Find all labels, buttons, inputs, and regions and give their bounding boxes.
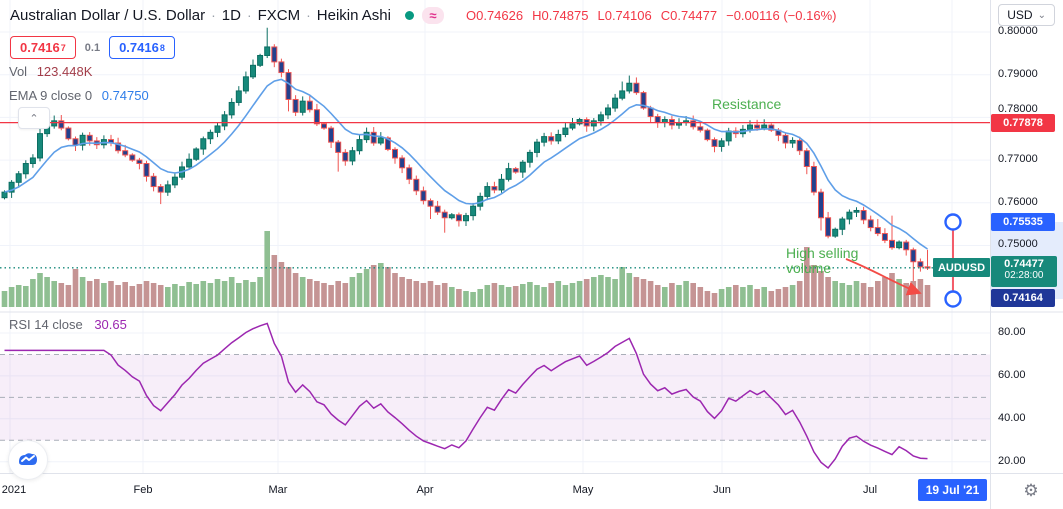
rsi-value: 30.65 <box>94 317 127 332</box>
ask-price: 0.7416 <box>119 40 159 55</box>
rsi-line <box>4 322 928 470</box>
annotation-line2: volume <box>786 260 832 276</box>
separator-dot: · <box>211 7 216 23</box>
separator-dot: · <box>246 7 252 23</box>
volume-legend[interactable]: Vol 123.448K <box>9 64 92 79</box>
resistance-price-label: 0.77878 <box>991 114 1055 132</box>
quote-row: 0.7416 7 0.1 0.7416 8 <box>10 36 175 59</box>
exchange-label[interactable]: FXCM <box>257 6 301 24</box>
time-tick-label: Mar <box>268 484 288 496</box>
annotation-line1: High selling <box>786 245 859 261</box>
range-tool-top-handle[interactable] <box>944 213 962 231</box>
spread-value: 0.1 <box>84 41 101 54</box>
rsi-tick: 60.00 <box>998 369 1026 381</box>
resistance-annotation[interactable]: Resistance <box>712 96 782 112</box>
close-value: C0.74477 <box>660 7 718 23</box>
rsi-pane <box>0 353 990 441</box>
volume-value: 123.448K <box>36 64 93 79</box>
ohlc-readout: O0.74626 H0.74875 L0.74106 C0.74477 −0.0… <box>466 8 836 23</box>
rsi-tick: 80.00 <box>998 326 1026 338</box>
sell-button[interactable]: 0.7416 7 <box>10 36 76 59</box>
notification-wave-icon[interactable]: ≈ <box>421 6 444 24</box>
rsi-legend[interactable]: RSI 14 close 30.65 <box>9 317 127 332</box>
bid-price-fraction: 7 <box>60 42 66 53</box>
price-tick: 0.75000 <box>998 238 1038 250</box>
candles-layer <box>1 27 931 281</box>
volume-layer <box>1 231 931 307</box>
trend-arrow-annotation[interactable] <box>845 258 922 296</box>
symbol-price-flag: AUDUSD <box>933 258 990 277</box>
rsi-tick: 20.00 <box>998 455 1026 467</box>
chevron-down-icon: ⌄ <box>1037 9 1046 21</box>
chart-header: Australian Dollar / U.S. Dollar · 1D · F… <box>0 0 1063 30</box>
time-tick-label: Apr <box>416 484 434 496</box>
interval-label[interactable]: 1D <box>221 6 241 24</box>
ema-value: 0.74750 <box>101 88 149 103</box>
price-scale[interactable]: 0.80000 0.79000 0.78000 0.77000 0.76000 0.750… <box>991 0 1063 473</box>
collapse-legend-button[interactable]: ⌃ <box>18 107 50 129</box>
price-range-tool[interactable] <box>944 213 962 308</box>
time-axis[interactable]: 2021 Feb Mar Apr May Jun Jul 19 Jul '21 ⚙ <box>0 473 1063 509</box>
time-tick-label: Jul <box>862 484 878 496</box>
ema-line <box>4 78 928 250</box>
bid-price: 0.7416 <box>20 40 60 55</box>
time-tick-label: May <box>572 484 594 496</box>
open-value: O0.74626 <box>465 7 524 23</box>
price-tick: 0.80000 <box>998 25 1038 37</box>
ema-label: EMA 9 close 0 <box>9 88 93 103</box>
range-bottom-price-label: 0.74164 <box>991 289 1055 307</box>
buy-button[interactable]: 0.7416 8 <box>109 36 175 59</box>
separator-dot: · <box>306 7 311 23</box>
bar-countdown: 02:28:00 <box>1004 270 1044 281</box>
volume-label: Vol <box>9 64 28 79</box>
range-tool-bottom-handle[interactable] <box>944 290 962 308</box>
price-tick: 0.79000 <box>998 68 1038 80</box>
indicator-logo-button[interactable] <box>8 440 48 480</box>
price-tick: 0.77000 <box>998 153 1038 165</box>
price-tick: 0.78000 <box>998 103 1038 115</box>
grid-layer <box>0 0 990 477</box>
currency-selector-button[interactable]: USD ⌄ <box>998 4 1055 26</box>
low-value: L0.74106 <box>597 7 652 23</box>
gear-icon[interactable]: ⚙ <box>1023 481 1039 500</box>
symbol-title[interactable]: Australian Dollar / U.S. Dollar <box>10 6 206 24</box>
area-chart-icon <box>19 453 37 465</box>
time-tick-label: 2021 <box>1 484 27 496</box>
chevron-up-icon: ⌃ <box>29 112 39 125</box>
last-price-value: 0.74477 <box>1004 258 1044 270</box>
change-value: −0.00116 (−0.16%) <box>726 7 837 23</box>
last-price-countdown-label: 0.74477 02:28:00 <box>991 256 1057 287</box>
time-tick-label: Feb <box>133 484 153 496</box>
date-highlight-label: 19 Jul '21 <box>918 479 987 501</box>
high-selling-volume-annotation[interactable]: High selling volume <box>786 246 858 276</box>
chart-type-label[interactable]: Heikin Ashi <box>316 6 391 24</box>
axis-separator <box>990 474 991 509</box>
ask-price-fraction: 8 <box>159 42 165 53</box>
high-value: H0.74875 <box>532 7 589 23</box>
rsi-label: RSI 14 close <box>9 317 83 332</box>
currency-label: USD <box>1007 8 1033 22</box>
range-top-price-label: 0.75535 <box>991 213 1055 231</box>
price-tick: 0.76000 <box>998 196 1038 208</box>
rsi-tick: 40.00 <box>998 412 1026 424</box>
ema-legend[interactable]: EMA 9 close 0 0.74750 <box>9 88 149 103</box>
time-tick-label: Jun <box>713 484 731 496</box>
market-status-dot-icon <box>404 10 414 20</box>
